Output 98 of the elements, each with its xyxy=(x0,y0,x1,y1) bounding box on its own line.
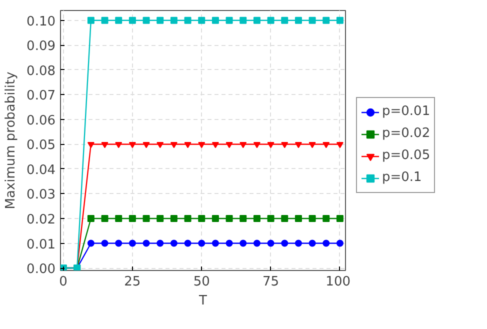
point xyxy=(281,215,288,222)
point xyxy=(267,240,274,247)
point xyxy=(294,240,302,247)
point xyxy=(128,240,136,247)
point xyxy=(294,16,302,24)
point xyxy=(101,215,108,222)
point xyxy=(101,240,108,247)
point xyxy=(156,142,164,148)
point xyxy=(142,240,150,247)
point xyxy=(322,16,330,24)
legend-label: p=0.02 xyxy=(382,126,430,141)
legend-label: p=0.05 xyxy=(382,148,430,163)
point xyxy=(87,142,94,148)
point xyxy=(240,142,247,148)
y-tick-label: 0.08 xyxy=(26,64,56,79)
point xyxy=(184,215,192,222)
point xyxy=(212,142,219,148)
point xyxy=(198,142,206,148)
y-tick-label: 0.07 xyxy=(26,88,56,104)
point xyxy=(87,215,94,222)
point xyxy=(281,142,288,148)
point xyxy=(281,16,288,24)
point xyxy=(308,240,316,247)
point xyxy=(128,215,136,222)
y-tick-label: 0.03 xyxy=(26,188,56,203)
point xyxy=(294,215,302,222)
y-tick-label: 0.01 xyxy=(26,237,56,252)
point xyxy=(156,16,164,24)
point xyxy=(170,240,178,247)
x-tick-label: 25 xyxy=(124,274,141,290)
point xyxy=(184,142,192,148)
y-tick-label: 0.10 xyxy=(26,14,56,30)
point xyxy=(170,142,178,148)
point xyxy=(87,240,94,247)
y-tick-label: 0.06 xyxy=(26,113,56,128)
x-tick-label: 75 xyxy=(262,274,280,290)
y-tick-label: 0.09 xyxy=(26,39,56,54)
point xyxy=(128,16,136,24)
point xyxy=(267,16,274,24)
point xyxy=(226,215,233,222)
point xyxy=(142,215,150,222)
point xyxy=(226,142,233,148)
point xyxy=(142,142,150,148)
point xyxy=(240,16,247,24)
point xyxy=(170,215,178,222)
point xyxy=(115,142,122,148)
point xyxy=(336,16,344,24)
y-tick-label: 0.00 xyxy=(26,262,56,278)
point xyxy=(156,215,164,222)
point xyxy=(294,142,302,148)
y-tick-label: 0.04 xyxy=(26,162,56,178)
point xyxy=(87,16,94,24)
y-tick-label: 0.05 xyxy=(26,138,56,154)
point xyxy=(212,240,219,247)
point xyxy=(184,16,192,24)
point xyxy=(253,142,260,148)
legend-label: p=0.01 xyxy=(382,104,430,119)
point xyxy=(198,240,206,247)
y-axis-title: Maximum probability xyxy=(4,71,19,210)
point xyxy=(184,240,192,247)
point xyxy=(308,16,316,24)
point xyxy=(142,16,150,24)
point xyxy=(253,215,260,222)
point xyxy=(115,16,122,24)
point xyxy=(308,215,316,222)
point xyxy=(240,215,247,222)
point xyxy=(336,240,344,247)
legend-label: p=0.1 xyxy=(382,170,422,185)
point xyxy=(212,215,219,222)
point xyxy=(322,240,330,247)
x-axis-title: T xyxy=(198,294,208,308)
point xyxy=(253,16,260,24)
point xyxy=(128,142,136,148)
point xyxy=(212,16,219,24)
point xyxy=(101,16,108,24)
x-tick-label: 0 xyxy=(59,274,68,290)
point xyxy=(281,240,288,247)
point xyxy=(115,215,122,222)
point xyxy=(226,16,233,24)
x-tick-label: 50 xyxy=(193,274,210,290)
x-tick-label: 100 xyxy=(326,274,351,290)
point xyxy=(115,240,122,247)
point xyxy=(322,215,330,222)
point xyxy=(267,142,274,148)
point xyxy=(336,215,344,222)
point xyxy=(170,16,178,24)
point xyxy=(101,142,108,148)
point xyxy=(240,240,247,247)
point xyxy=(322,142,330,148)
point xyxy=(253,240,260,247)
point xyxy=(267,215,274,222)
point xyxy=(198,215,206,222)
point xyxy=(198,16,206,24)
point xyxy=(226,240,233,247)
point xyxy=(336,142,344,148)
y-tick-label: 0.02 xyxy=(26,212,56,228)
point xyxy=(308,142,316,148)
point xyxy=(156,240,164,247)
